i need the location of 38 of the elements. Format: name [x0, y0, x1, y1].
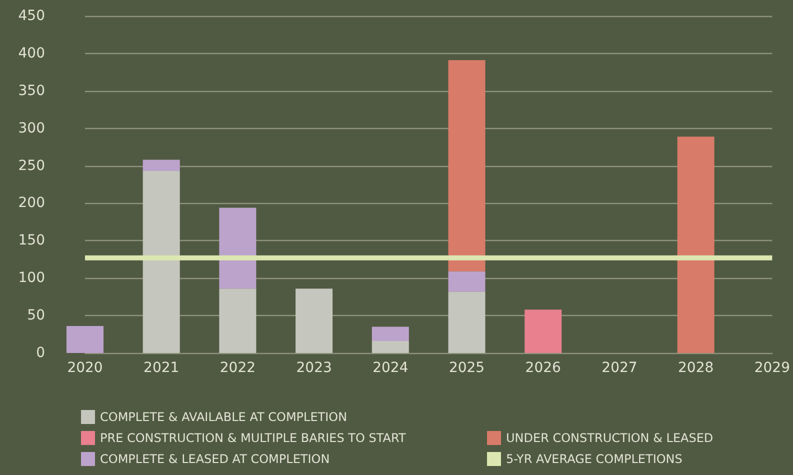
y-tick-label: 350	[18, 82, 45, 99]
x-tick-label: 2021	[144, 360, 180, 376]
y-tick-label: 400	[18, 45, 45, 62]
bar	[448, 292, 486, 353]
bar	[219, 288, 256, 353]
x-tick-label: 2028	[678, 360, 714, 376]
y-tick-label: 250	[18, 158, 45, 174]
x-tick-label: 2025	[448, 360, 485, 376]
x-tick-label: 2023	[296, 360, 332, 376]
bar	[296, 288, 333, 353]
legend-label: COMPLETE & AVAILABLE AT COMPLETION	[100, 410, 348, 424]
x-tick-label: 2027	[602, 360, 638, 376]
legend-label: COMPLETE & LEASED AT COMPLETION	[100, 452, 330, 466]
bar	[219, 208, 256, 289]
x-tick-label: 2024	[372, 360, 408, 376]
y-tick-label: 450	[18, 8, 45, 24]
bar	[372, 341, 409, 353]
bar	[142, 160, 180, 172]
y-tick-label: 0	[36, 345, 45, 361]
x-tick-label: 2022	[220, 360, 256, 376]
legend-label: 5-YR AVERAGE COMPLETIONS	[506, 452, 682, 466]
bar	[448, 271, 486, 292]
bar	[372, 326, 409, 342]
legend-label: UNDER CONSTRUCTION & LEASED	[506, 431, 714, 445]
bar	[524, 310, 562, 353]
y-tick-label: 200	[18, 195, 45, 212]
bar	[448, 60, 486, 272]
bar	[66, 326, 104, 353]
bar	[677, 136, 714, 353]
y-tick-label: 50	[27, 308, 45, 324]
x-tick-label: 2026	[525, 360, 562, 376]
y-tick-label: 100	[18, 270, 45, 286]
bar	[142, 171, 180, 353]
x-tick-label: 2020	[67, 360, 103, 376]
legend-label: PRE CONSTRUCTION & MULTIPLE BARIES TO START	[100, 431, 406, 445]
y-tick-label: 300	[18, 120, 45, 136]
y-tick-label: 150	[18, 232, 45, 249]
x-tick-label: 2029	[754, 360, 790, 376]
